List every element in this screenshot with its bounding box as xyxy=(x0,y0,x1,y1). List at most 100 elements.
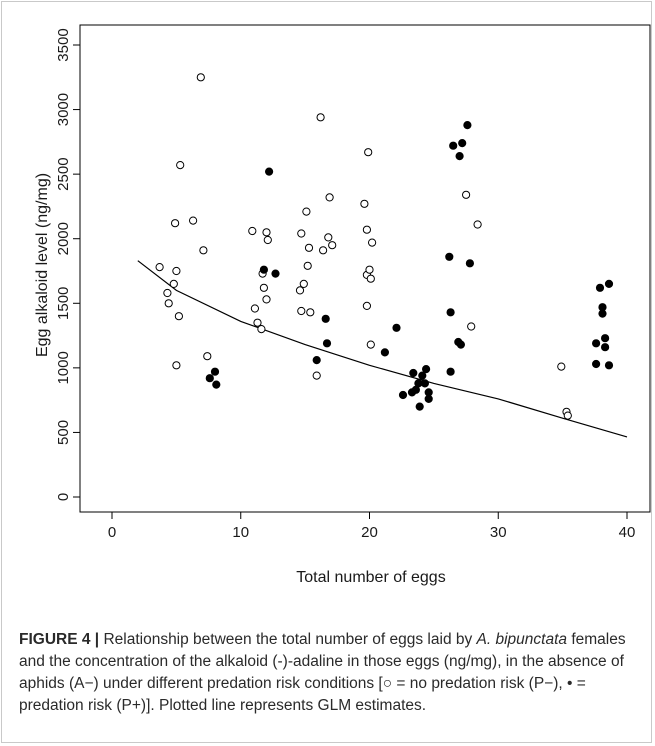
caption-species-name: A. bipunctata xyxy=(476,631,568,648)
y-tick-label: 1000 xyxy=(55,351,72,384)
data-point-open xyxy=(563,411,572,420)
data-point-filled xyxy=(415,402,424,411)
data-point-open xyxy=(259,283,268,292)
data-point-open xyxy=(473,220,482,229)
data-point-filled xyxy=(463,121,472,130)
data-point-filled xyxy=(604,361,614,370)
caption-figure-label: FIGURE 4 | xyxy=(19,631,100,648)
data-points xyxy=(155,73,614,420)
data-point-open xyxy=(155,263,164,272)
data-point-open xyxy=(263,235,272,245)
data-point-filled xyxy=(409,368,418,378)
data-point-open xyxy=(262,228,271,237)
y-tick-label: 2000 xyxy=(55,222,72,255)
data-point-open xyxy=(257,325,266,334)
data-point-open xyxy=(304,243,314,252)
data-point-open xyxy=(362,225,371,234)
data-point-open xyxy=(297,229,306,238)
data-point-open xyxy=(172,361,181,370)
data-point-open xyxy=(295,286,305,295)
plot-box xyxy=(79,24,651,513)
x-tick-label: 20 xyxy=(361,524,378,541)
caption-text-part-1: Relationship between the total number of… xyxy=(99,631,477,648)
glm-fit-line xyxy=(137,260,628,438)
data-point-open xyxy=(176,161,185,170)
data-point-open xyxy=(164,299,173,308)
data-point-open xyxy=(360,199,369,208)
data-point-filled xyxy=(322,339,332,348)
data-point-open xyxy=(366,340,375,349)
glm-fit-curve xyxy=(137,260,628,438)
data-point-open xyxy=(328,241,337,250)
data-point-filled xyxy=(265,167,274,176)
x-tick-label: 40 xyxy=(619,524,636,541)
data-point-filled xyxy=(392,323,401,332)
data-point-open xyxy=(253,318,262,327)
data-point-filled xyxy=(321,314,330,323)
data-point-open xyxy=(462,190,471,199)
figure-caption: FIGURE 4 | Relationship between the tota… xyxy=(19,629,637,717)
data-point-open xyxy=(324,233,333,242)
data-point-open xyxy=(248,226,257,236)
data-point-filled xyxy=(445,252,454,261)
data-point-filled xyxy=(424,394,433,403)
data-point-open xyxy=(203,352,212,361)
x-tick-label: 0 xyxy=(108,524,116,541)
data-point-open xyxy=(302,207,311,216)
data-point-filled xyxy=(592,359,601,369)
x-axis-title: Total number of eggs xyxy=(296,569,445,586)
data-point-filled xyxy=(458,139,467,148)
data-point-filled xyxy=(601,334,610,343)
data-point-open xyxy=(312,371,321,380)
data-point-filled xyxy=(595,283,605,292)
data-point-filled xyxy=(456,340,465,349)
data-point-open xyxy=(189,216,198,225)
data-point-filled xyxy=(592,339,601,348)
y-tick-label: 500 xyxy=(55,420,72,445)
scatter-chart: 0 10 20 30 40 0 500 1000 1500 2000 2500 3000 3500 To… xyxy=(34,24,651,586)
data-point-open xyxy=(262,295,271,304)
y-tick-label: 0 xyxy=(55,493,72,501)
data-point-open xyxy=(306,308,315,317)
data-point-filled xyxy=(422,365,431,374)
data-point-filled xyxy=(465,259,474,268)
data-point-filled xyxy=(420,379,429,388)
data-point-open xyxy=(171,219,180,228)
data-point-open xyxy=(366,274,375,283)
data-point-open xyxy=(250,304,259,313)
data-point-open xyxy=(174,312,183,321)
data-point-open xyxy=(163,288,172,298)
data-point-open xyxy=(325,193,334,202)
y-tick-label: 1500 xyxy=(55,287,72,320)
data-point-open xyxy=(364,148,373,157)
data-point-filled xyxy=(259,265,268,274)
data-point-filled xyxy=(212,380,221,389)
data-point-filled xyxy=(449,141,458,150)
data-point-filled xyxy=(598,309,607,318)
axes: 0 10 20 30 40 0 500 1000 1500 2000 2500 3000 3500 xyxy=(55,24,651,541)
x-tick-label: 30 xyxy=(490,524,507,541)
data-point-filled xyxy=(601,343,610,352)
data-point-open xyxy=(319,246,328,255)
data-point-filled xyxy=(604,279,614,288)
y-tick-label: 3500 xyxy=(55,28,72,61)
caption-text-part-2: females and the concentration of the alk… xyxy=(19,631,626,714)
data-point-filled xyxy=(380,348,389,357)
data-point-filled xyxy=(205,374,214,383)
data-point-filled xyxy=(271,269,280,278)
data-point-open xyxy=(365,265,374,274)
data-point-open xyxy=(303,261,312,270)
data-point-filled xyxy=(398,390,408,400)
data-point-open xyxy=(196,73,205,82)
data-point-open xyxy=(368,238,377,247)
y-tick-label: 3000 xyxy=(55,93,72,126)
data-point-open xyxy=(467,322,476,331)
y-tick-label: 2500 xyxy=(55,157,72,190)
x-tick-label: 10 xyxy=(232,524,249,541)
data-point-filled xyxy=(446,308,455,317)
y-axis-title: Egg alkaloid level (ng/mg) xyxy=(34,173,51,357)
data-point-filled xyxy=(418,371,427,380)
data-point-filled xyxy=(446,367,455,376)
data-point-open xyxy=(557,362,566,371)
